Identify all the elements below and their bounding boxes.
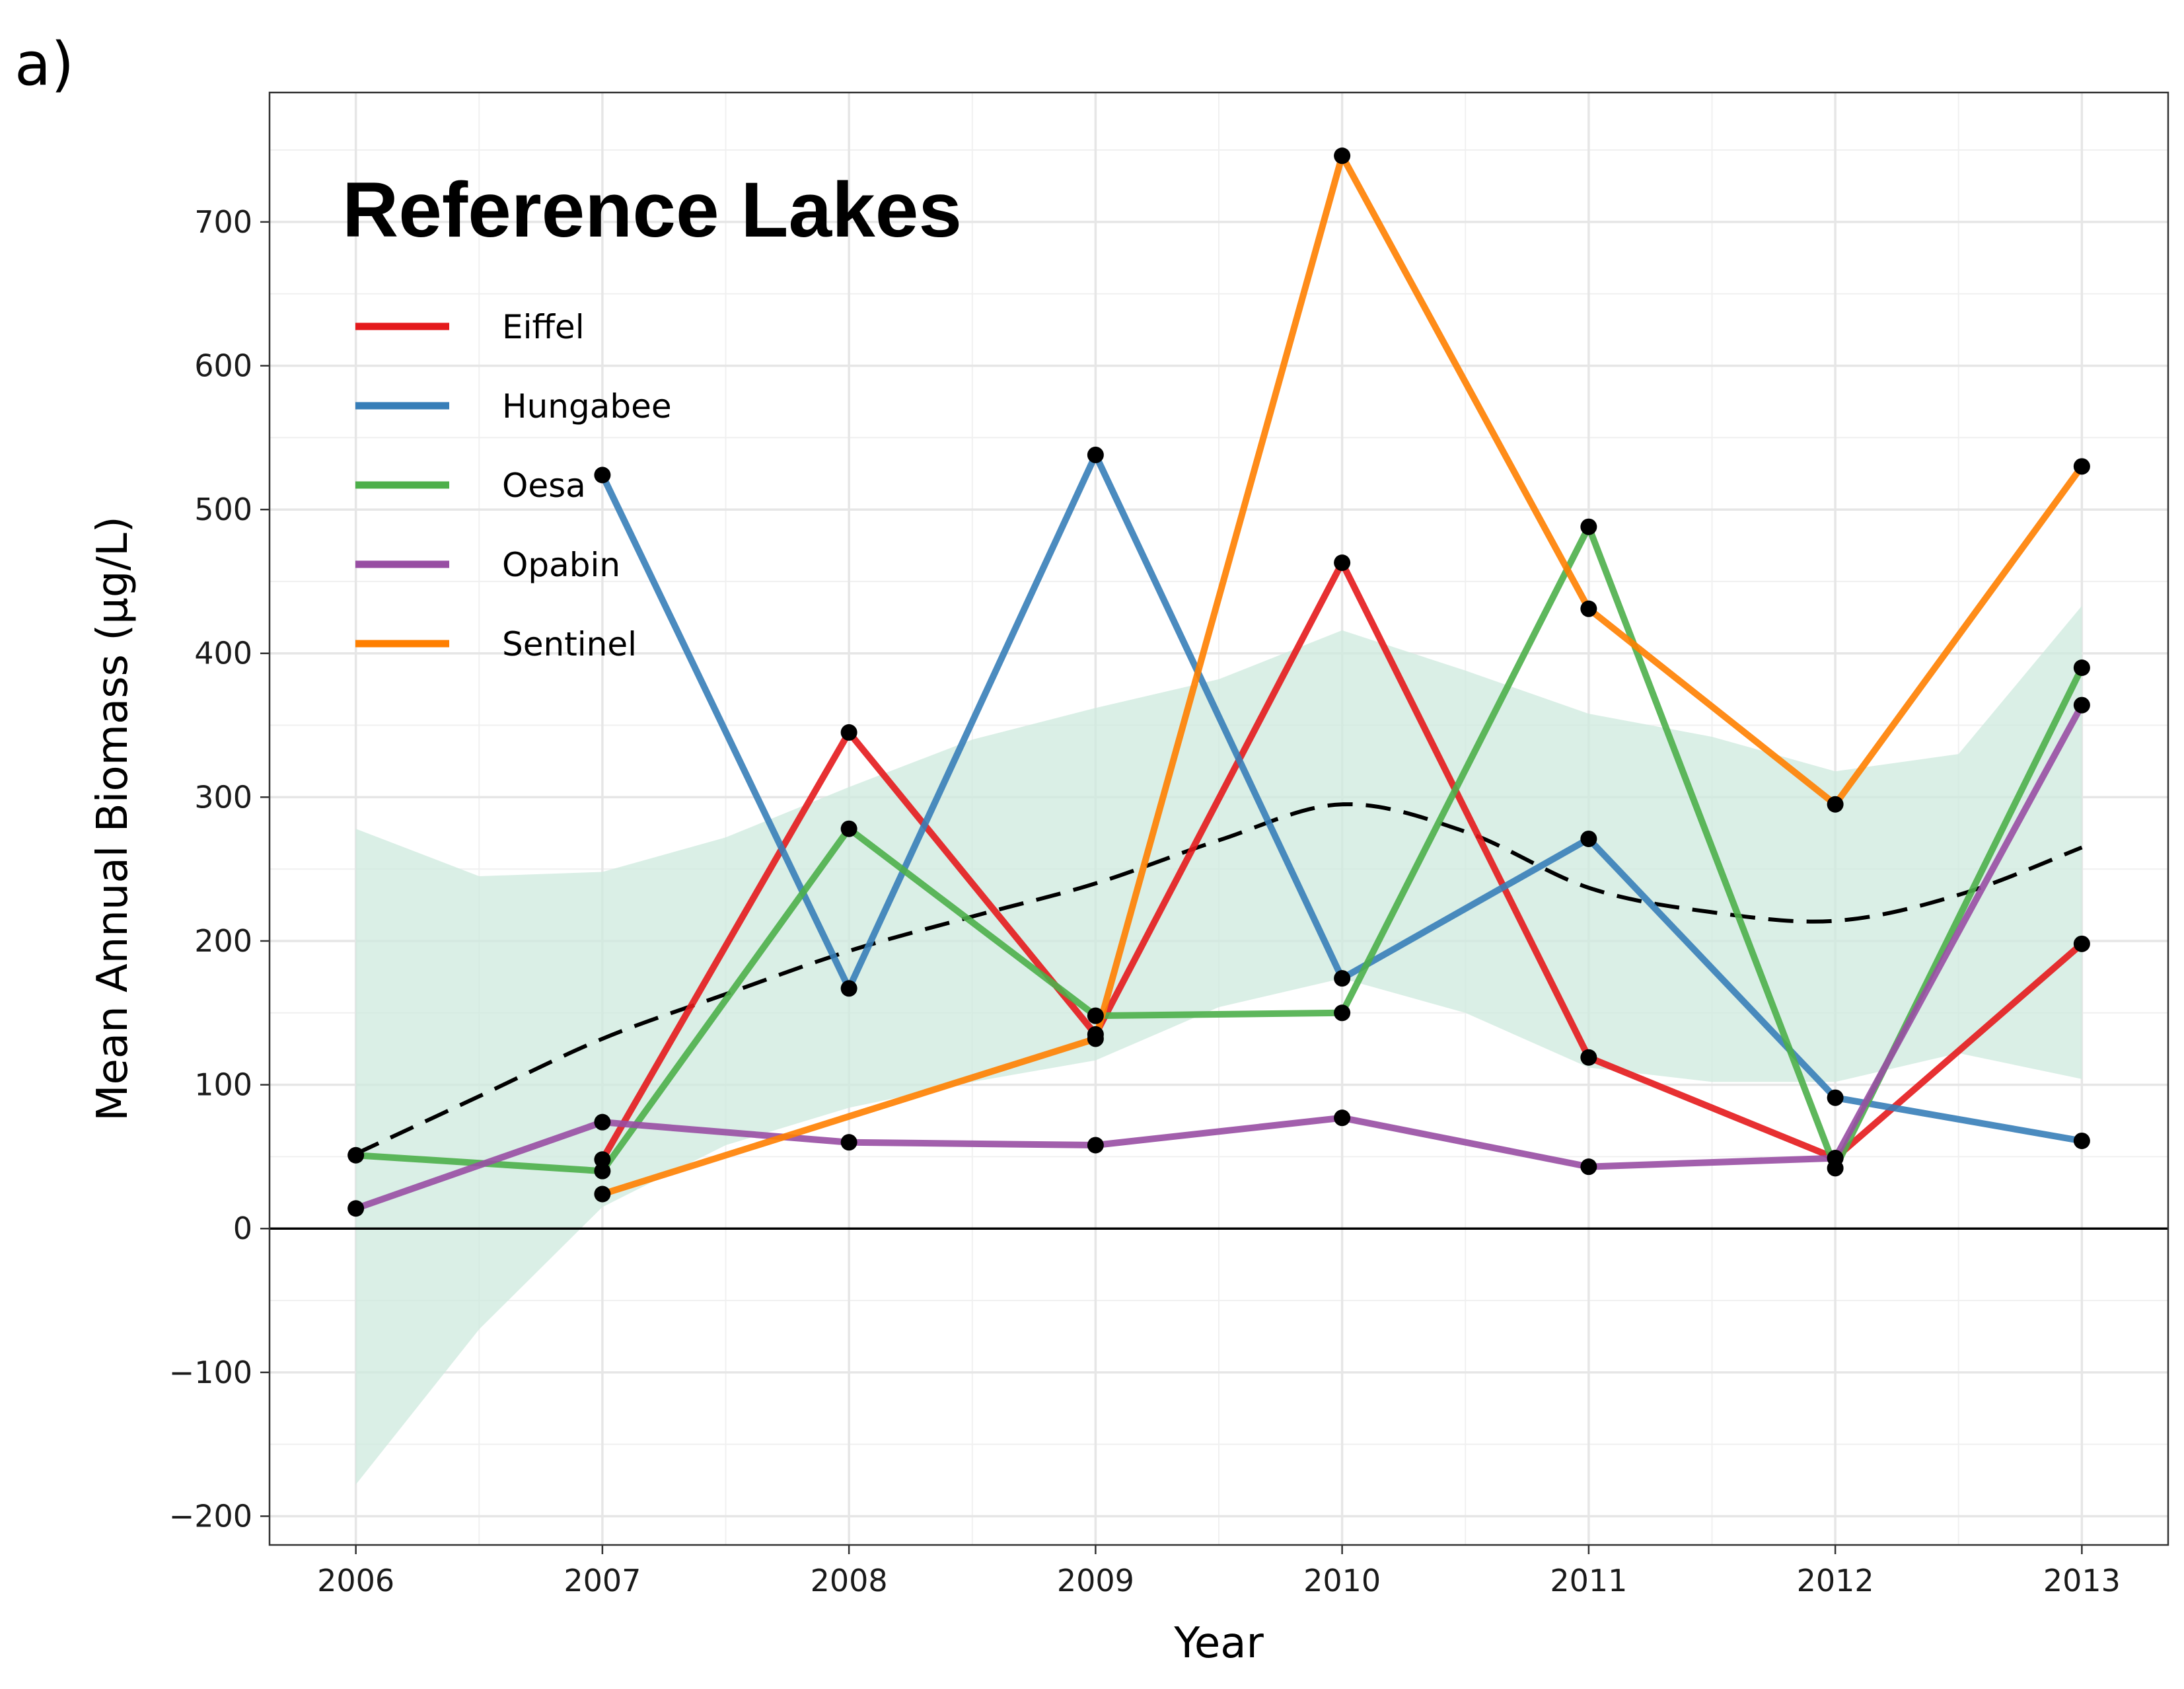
data-point-sentinel bbox=[1827, 796, 1844, 813]
data-point-oesa bbox=[1580, 518, 1597, 535]
data-point-hungabee bbox=[1580, 830, 1597, 847]
y-tick-label: 500 bbox=[194, 492, 252, 527]
confidence-band bbox=[355, 605, 2082, 1485]
data-point-hungabee bbox=[2073, 1132, 2090, 1149]
x-axis-title: Year bbox=[1173, 1619, 1264, 1668]
data-point-sentinel bbox=[2073, 458, 2090, 475]
series-line-opabin bbox=[354, 703, 2085, 1212]
x-tick-label: 2011 bbox=[1550, 1563, 1627, 1598]
y-tick-label: 400 bbox=[194, 636, 252, 671]
y-tick-label: 0 bbox=[233, 1211, 252, 1246]
plot-area bbox=[268, 91, 2169, 1546]
data-point-opabin bbox=[594, 1113, 611, 1131]
data-point-hungabee bbox=[1827, 1089, 1844, 1106]
data-point-eiffel bbox=[2073, 935, 2090, 952]
x-tick-label: 2013 bbox=[2043, 1563, 2121, 1598]
legend-label-hungabee: Hungabee bbox=[502, 387, 672, 426]
y-tick-label: 100 bbox=[194, 1067, 252, 1103]
data-point-hungabee bbox=[594, 467, 611, 484]
plot-border bbox=[268, 91, 2169, 1546]
data-point-oesa bbox=[2073, 659, 2090, 676]
data-point-eiffel bbox=[1334, 554, 1351, 572]
chart-title: Reference Lakes bbox=[342, 167, 962, 254]
legend-label-opabin: Opabin bbox=[502, 546, 620, 584]
data-point-sentinel bbox=[1087, 1030, 1104, 1047]
data-point-hungabee bbox=[840, 980, 857, 997]
series-line-sentinel bbox=[601, 152, 2085, 1197]
data-point-opabin bbox=[1334, 1109, 1351, 1127]
data-point-eiffel bbox=[594, 1151, 611, 1168]
data-point-eiffel bbox=[840, 724, 857, 741]
legend-label-sentinel: Sentinel bbox=[502, 625, 637, 663]
data-point-oesa bbox=[1334, 1004, 1351, 1022]
legend-label-oesa: Oesa bbox=[502, 467, 586, 505]
x-tick-label: 2009 bbox=[1057, 1563, 1134, 1598]
data-point-oesa bbox=[347, 1146, 365, 1164]
data-point-hungabee bbox=[1087, 446, 1104, 463]
trend-layer bbox=[355, 802, 2083, 1156]
x-tick-label: 2006 bbox=[317, 1563, 394, 1598]
x-axis: 2006 2007 2008 2009 2010 2011 2012 2013 bbox=[317, 1545, 2121, 1598]
trend-line bbox=[355, 802, 2083, 1156]
legend-label-eiffel: Eiffel bbox=[502, 308, 585, 346]
y-tick-label: −100 bbox=[169, 1355, 252, 1390]
data-point-oesa bbox=[594, 1162, 611, 1180]
data-point-opabin bbox=[1580, 1158, 1597, 1176]
y-tick-label: 300 bbox=[194, 779, 252, 815]
data-point-opabin bbox=[1087, 1137, 1104, 1154]
data-point-opabin bbox=[840, 1134, 857, 1151]
confidence-band-layer bbox=[355, 605, 2082, 1485]
x-tick-label: 2010 bbox=[1303, 1563, 1381, 1598]
y-axis: −200 −100 0 100 200 300 400 500 600 700 bbox=[169, 204, 270, 1534]
y-tick-label: 700 bbox=[194, 204, 252, 240]
data-point-oesa bbox=[840, 820, 857, 837]
data-point-oesa bbox=[1087, 1007, 1104, 1024]
data-point-opabin bbox=[1827, 1150, 1844, 1167]
data-point-opabin bbox=[2073, 696, 2090, 714]
x-tick-label: 2008 bbox=[811, 1563, 888, 1598]
y-axis-title: Mean Annual Biomass (µg/L) bbox=[89, 516, 137, 1121]
series-line-oesa bbox=[355, 523, 2085, 1175]
points-layer bbox=[347, 147, 2090, 1217]
data-point-hungabee bbox=[1334, 970, 1351, 987]
x-tick-label: 2012 bbox=[1797, 1563, 1874, 1598]
data-point-opabin bbox=[347, 1200, 365, 1217]
panel-label: a) bbox=[15, 30, 74, 99]
y-tick-label: 200 bbox=[194, 923, 252, 959]
data-point-sentinel bbox=[1334, 147, 1351, 165]
y-tick-label: −200 bbox=[169, 1498, 252, 1534]
x-tick-label: 2007 bbox=[564, 1563, 641, 1598]
y-tick-label: 600 bbox=[194, 348, 252, 383]
data-point-sentinel bbox=[594, 1185, 611, 1203]
data-point-eiffel bbox=[1580, 1049, 1597, 1066]
data-point-sentinel bbox=[1580, 600, 1597, 617]
legend: Eiffel Hungabee Oesa Opabin Sentinel bbox=[355, 308, 672, 663]
